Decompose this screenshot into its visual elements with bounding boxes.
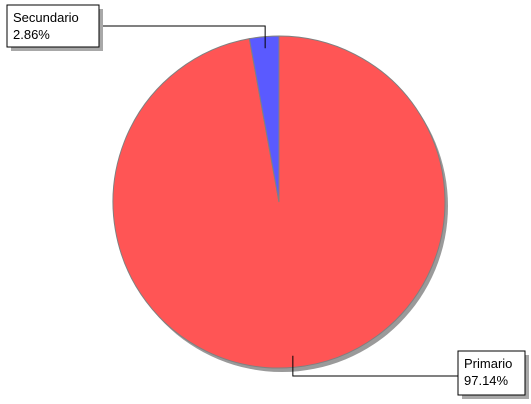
data-label-secundario: Secundario 2.86% [6,4,266,51]
slice-percent-label: 2.86% [13,27,50,42]
label-box [6,4,100,48]
pie-slice-secundario [248,35,280,203]
slice-name-label: Secundario [13,10,79,25]
pie-slices [112,35,446,369]
pie-data-labels: Primario 97.14% Secundario 2.86% [6,4,529,399]
slice-name-label: Primario [464,356,512,371]
slice-percent-label: 97.14% [464,373,509,388]
leader-line [292,355,458,377]
leader-line [99,25,266,49]
data-label-primario: Primario 97.14% [292,350,529,399]
label-box [457,350,526,396]
